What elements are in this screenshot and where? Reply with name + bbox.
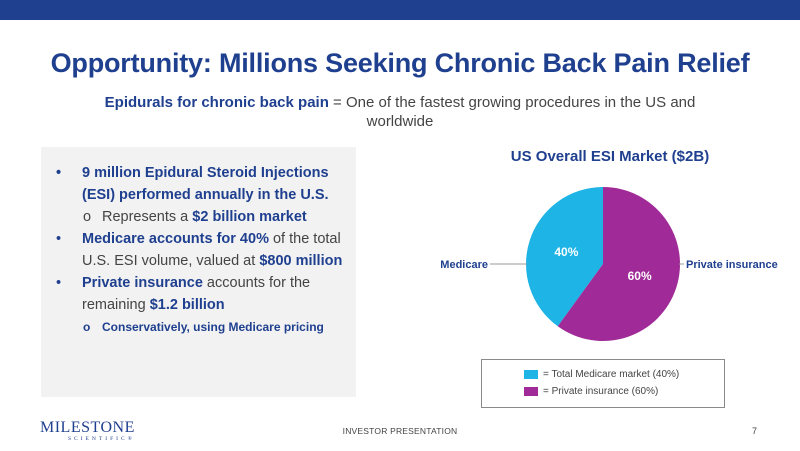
- bullet-value: $800 million: [259, 253, 343, 269]
- bullet-medicare: • Medicare accounts for 40% of the total…: [56, 228, 346, 272]
- bullet-private-insurance: • Private insurance accounts for the rem…: [56, 272, 346, 316]
- sub-bullet-pricing: o Conservatively, using Medicare pricing: [56, 316, 346, 338]
- pie-slice-medicare: [526, 187, 603, 327]
- legend-entry-private-insurance: = Private insurance (60%): [524, 385, 658, 399]
- bullet-panel: [41, 147, 356, 397]
- bullet-highlight: Private insurance: [82, 275, 203, 291]
- sub-bullet-marker: o: [83, 209, 92, 225]
- category-label-private-insurance: Private insurance: [686, 259, 778, 271]
- legend-swatch-private-insurance: [524, 386, 538, 396]
- sub-bullet-text: Represents a: [102, 209, 193, 225]
- subtitle-highlight: Epidurals for chronic back pain: [104, 94, 329, 111]
- bullet-highlight: Medicare accounts for 40%: [82, 231, 269, 247]
- sub-bullet-text: Conservatively, using Medicare pricing: [102, 320, 324, 334]
- legend-text: = Private insurance (60%): [543, 386, 659, 397]
- page-number: 7: [752, 426, 758, 436]
- sub-bullet-value: $2 billion market: [192, 209, 307, 225]
- bullet-text: of the total U.S. ESI volume, valued at: [82, 231, 341, 269]
- chart-legend: = Total Medicare market (40%) = Private …: [481, 359, 725, 408]
- bullet-marker: •: [56, 275, 62, 291]
- bullet-text: accounts for the remaining: [82, 275, 311, 313]
- bullet-list: • 9 million Epidural Steroid Injections …: [56, 162, 346, 338]
- bullet-esi-volume: • 9 million Epidural Steroid Injections …: [56, 162, 346, 206]
- subtitle-text: = One of the fastest growing procedures …: [328, 94, 696, 130]
- footer-text: INVESTOR PRESENTATION: [342, 426, 458, 436]
- bullet-marker: •: [56, 231, 62, 247]
- category-label-medicare: Medicare: [440, 259, 488, 271]
- slide-subtitle: Epidurals for chronic back pain = One of…: [100, 93, 700, 131]
- legend-swatch-medicare: [524, 369, 538, 379]
- sub-bullet-marker: o: [83, 320, 91, 334]
- bullet-marker: •: [56, 165, 62, 181]
- logo-wordmark: MILESTONE: [40, 419, 135, 436]
- slice-label-medicare: 40%: [554, 245, 578, 259]
- sub-bullet-market: o Represents a $2 billion market: [56, 206, 346, 228]
- logo-subtitle: SCIENTIFIC®: [68, 436, 135, 442]
- legend-text: = Total Medicare market (40%): [543, 369, 680, 380]
- slice-label-private-insurance: 60%: [628, 269, 652, 283]
- company-logo: MILESTONE SCIENTIFIC®: [40, 419, 135, 443]
- bullet-value: $1.2 billion: [149, 297, 225, 313]
- slide-title: Opportunity: Millions Seeking Chronic Ba…: [50, 48, 750, 78]
- chart-title: US Overall ESI Market ($2B): [510, 148, 710, 165]
- legend-entry-medicare: = Total Medicare market (40%): [524, 368, 679, 382]
- bullet-text: 9 million Epidural Steroid Injections (E…: [82, 165, 329, 203]
- pie-slice-private-insurance: [557, 187, 680, 341]
- top-banner: [0, 0, 800, 20]
